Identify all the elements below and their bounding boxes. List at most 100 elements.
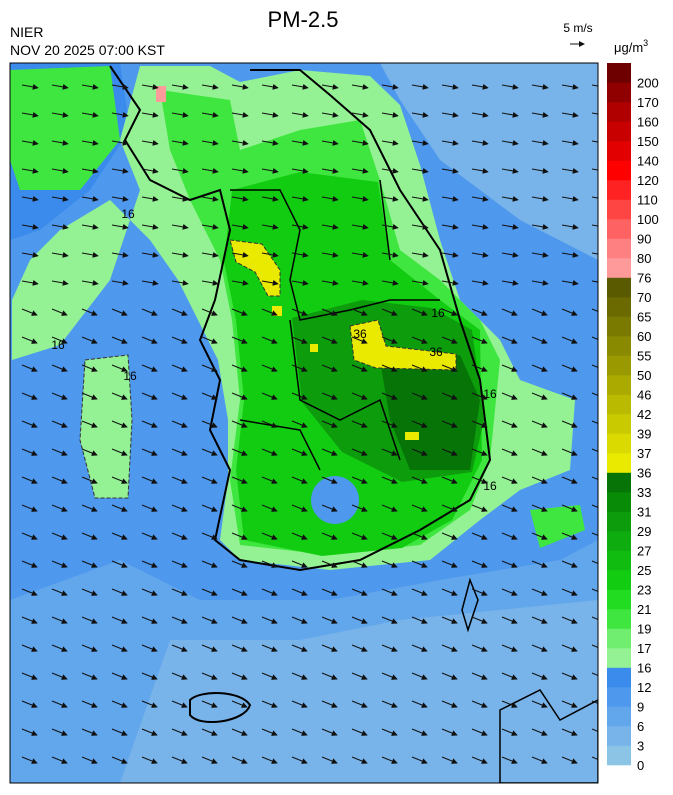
wind-arrow (441, 392, 458, 400)
colorbar-label: 65 (637, 310, 651, 325)
wind-arrow (531, 504, 548, 512)
colorbar-swatch (607, 453, 631, 473)
wind-arrow (141, 392, 158, 400)
wind-arrow (471, 83, 489, 90)
colorbar-swatch (607, 726, 631, 746)
wind-arrow (111, 139, 129, 146)
wind-arrow (471, 700, 488, 708)
wind-arrow (21, 223, 39, 230)
field-yellow (272, 306, 282, 316)
wind-arrow (21, 195, 39, 202)
wind-arrow (561, 560, 578, 568)
island-outline (189, 692, 252, 723)
colorbar-swatch (607, 745, 631, 766)
wind-arrow (381, 308, 398, 316)
colorbar-label: 100 (637, 212, 659, 227)
wind-arrow (591, 588, 598, 592)
wind-arrow (141, 279, 159, 286)
colorbar-label: 31 (637, 505, 651, 520)
wind-arrow (531, 588, 548, 596)
colorbar-label: 12 (637, 680, 651, 695)
wind-arrow (321, 223, 339, 230)
wind-arrow (171, 223, 189, 230)
wind-arrow (411, 195, 429, 202)
wind-arrow (381, 672, 398, 680)
wind-arrow (471, 532, 488, 540)
wind-arrow (441, 279, 459, 286)
wind-arrow (471, 756, 488, 764)
wind-arrow (561, 364, 578, 372)
wind-arrow (201, 195, 219, 202)
wind-arrow (261, 251, 279, 258)
wind-arrow (561, 504, 578, 512)
colorbar-swatch (607, 316, 631, 337)
wind-arrow (381, 83, 399, 90)
agency: NIER (10, 24, 43, 40)
colorbar-swatch (607, 589, 631, 610)
wind-arrow (471, 448, 488, 456)
wind-arrow (231, 308, 248, 316)
wind-arrow (411, 167, 429, 174)
wind-arrow (111, 700, 128, 708)
wind-arrow (531, 392, 548, 400)
colorbar-swatch (607, 667, 631, 688)
wind-arrow (561, 448, 578, 456)
wind-arrow (21, 588, 38, 596)
contour-label: 16 (431, 306, 445, 320)
wind-arrow (531, 223, 549, 230)
contour-label: 36 (353, 327, 367, 341)
wind-arrow (321, 139, 339, 146)
wind-arrow (411, 756, 428, 764)
wind-arrow (261, 83, 279, 90)
wind-arrow (141, 308, 158, 316)
wind-arrow (81, 392, 98, 400)
wind-arrow (231, 420, 248, 428)
wind-arrow (201, 448, 218, 456)
wind-arrow (201, 111, 219, 118)
wind-arrow (81, 223, 99, 230)
wind-arrow (81, 308, 98, 316)
wind-arrow (291, 560, 308, 568)
wind-arrow (171, 560, 188, 568)
wind-arrow (561, 392, 578, 400)
wind-arrow (321, 560, 338, 568)
wind-arrow (561, 308, 578, 316)
colorbar-swatch (607, 492, 631, 512)
wind-arrow (531, 111, 549, 118)
wind-arrow (141, 336, 158, 344)
colorbar-label: 27 (637, 544, 651, 559)
unit-base: μg/m (614, 40, 643, 55)
wind-arrow (171, 700, 188, 708)
field-nw-green (10, 66, 120, 190)
wind-arrow (111, 504, 128, 512)
wind-arrow (111, 167, 129, 174)
wind-arrow (531, 279, 549, 286)
wind-arrow (561, 251, 579, 258)
wind-arrow (441, 308, 458, 316)
wind-arrow (441, 756, 458, 764)
wind-arrow (471, 139, 489, 146)
wind-arrow (561, 756, 578, 764)
contour-label: 36 (429, 345, 443, 359)
wind-arrow (321, 476, 338, 484)
wind-arrow (351, 308, 368, 316)
wind-arrow (111, 532, 128, 540)
wind-arrow (261, 420, 278, 428)
wind-arrow (81, 700, 98, 708)
wind-arrow (471, 308, 488, 316)
wind-arrow (411, 223, 429, 230)
wind-arrow (171, 336, 188, 344)
wind-arrow (531, 251, 549, 258)
wind-arrow (351, 167, 369, 174)
wind-arrow (531, 700, 548, 708)
colorbar-label: 90 (637, 232, 651, 247)
map: 16 16 16 16 16 36 36 16 (10, 63, 598, 783)
wind-arrow (501, 644, 518, 652)
wind-arrow (291, 251, 309, 258)
wind-arrow (201, 504, 218, 512)
wind-arrow (141, 83, 159, 90)
wind-arrow (111, 279, 129, 286)
wind-arrow (261, 364, 278, 372)
wind-arrow (81, 279, 99, 286)
wind-arrow (501, 251, 519, 258)
